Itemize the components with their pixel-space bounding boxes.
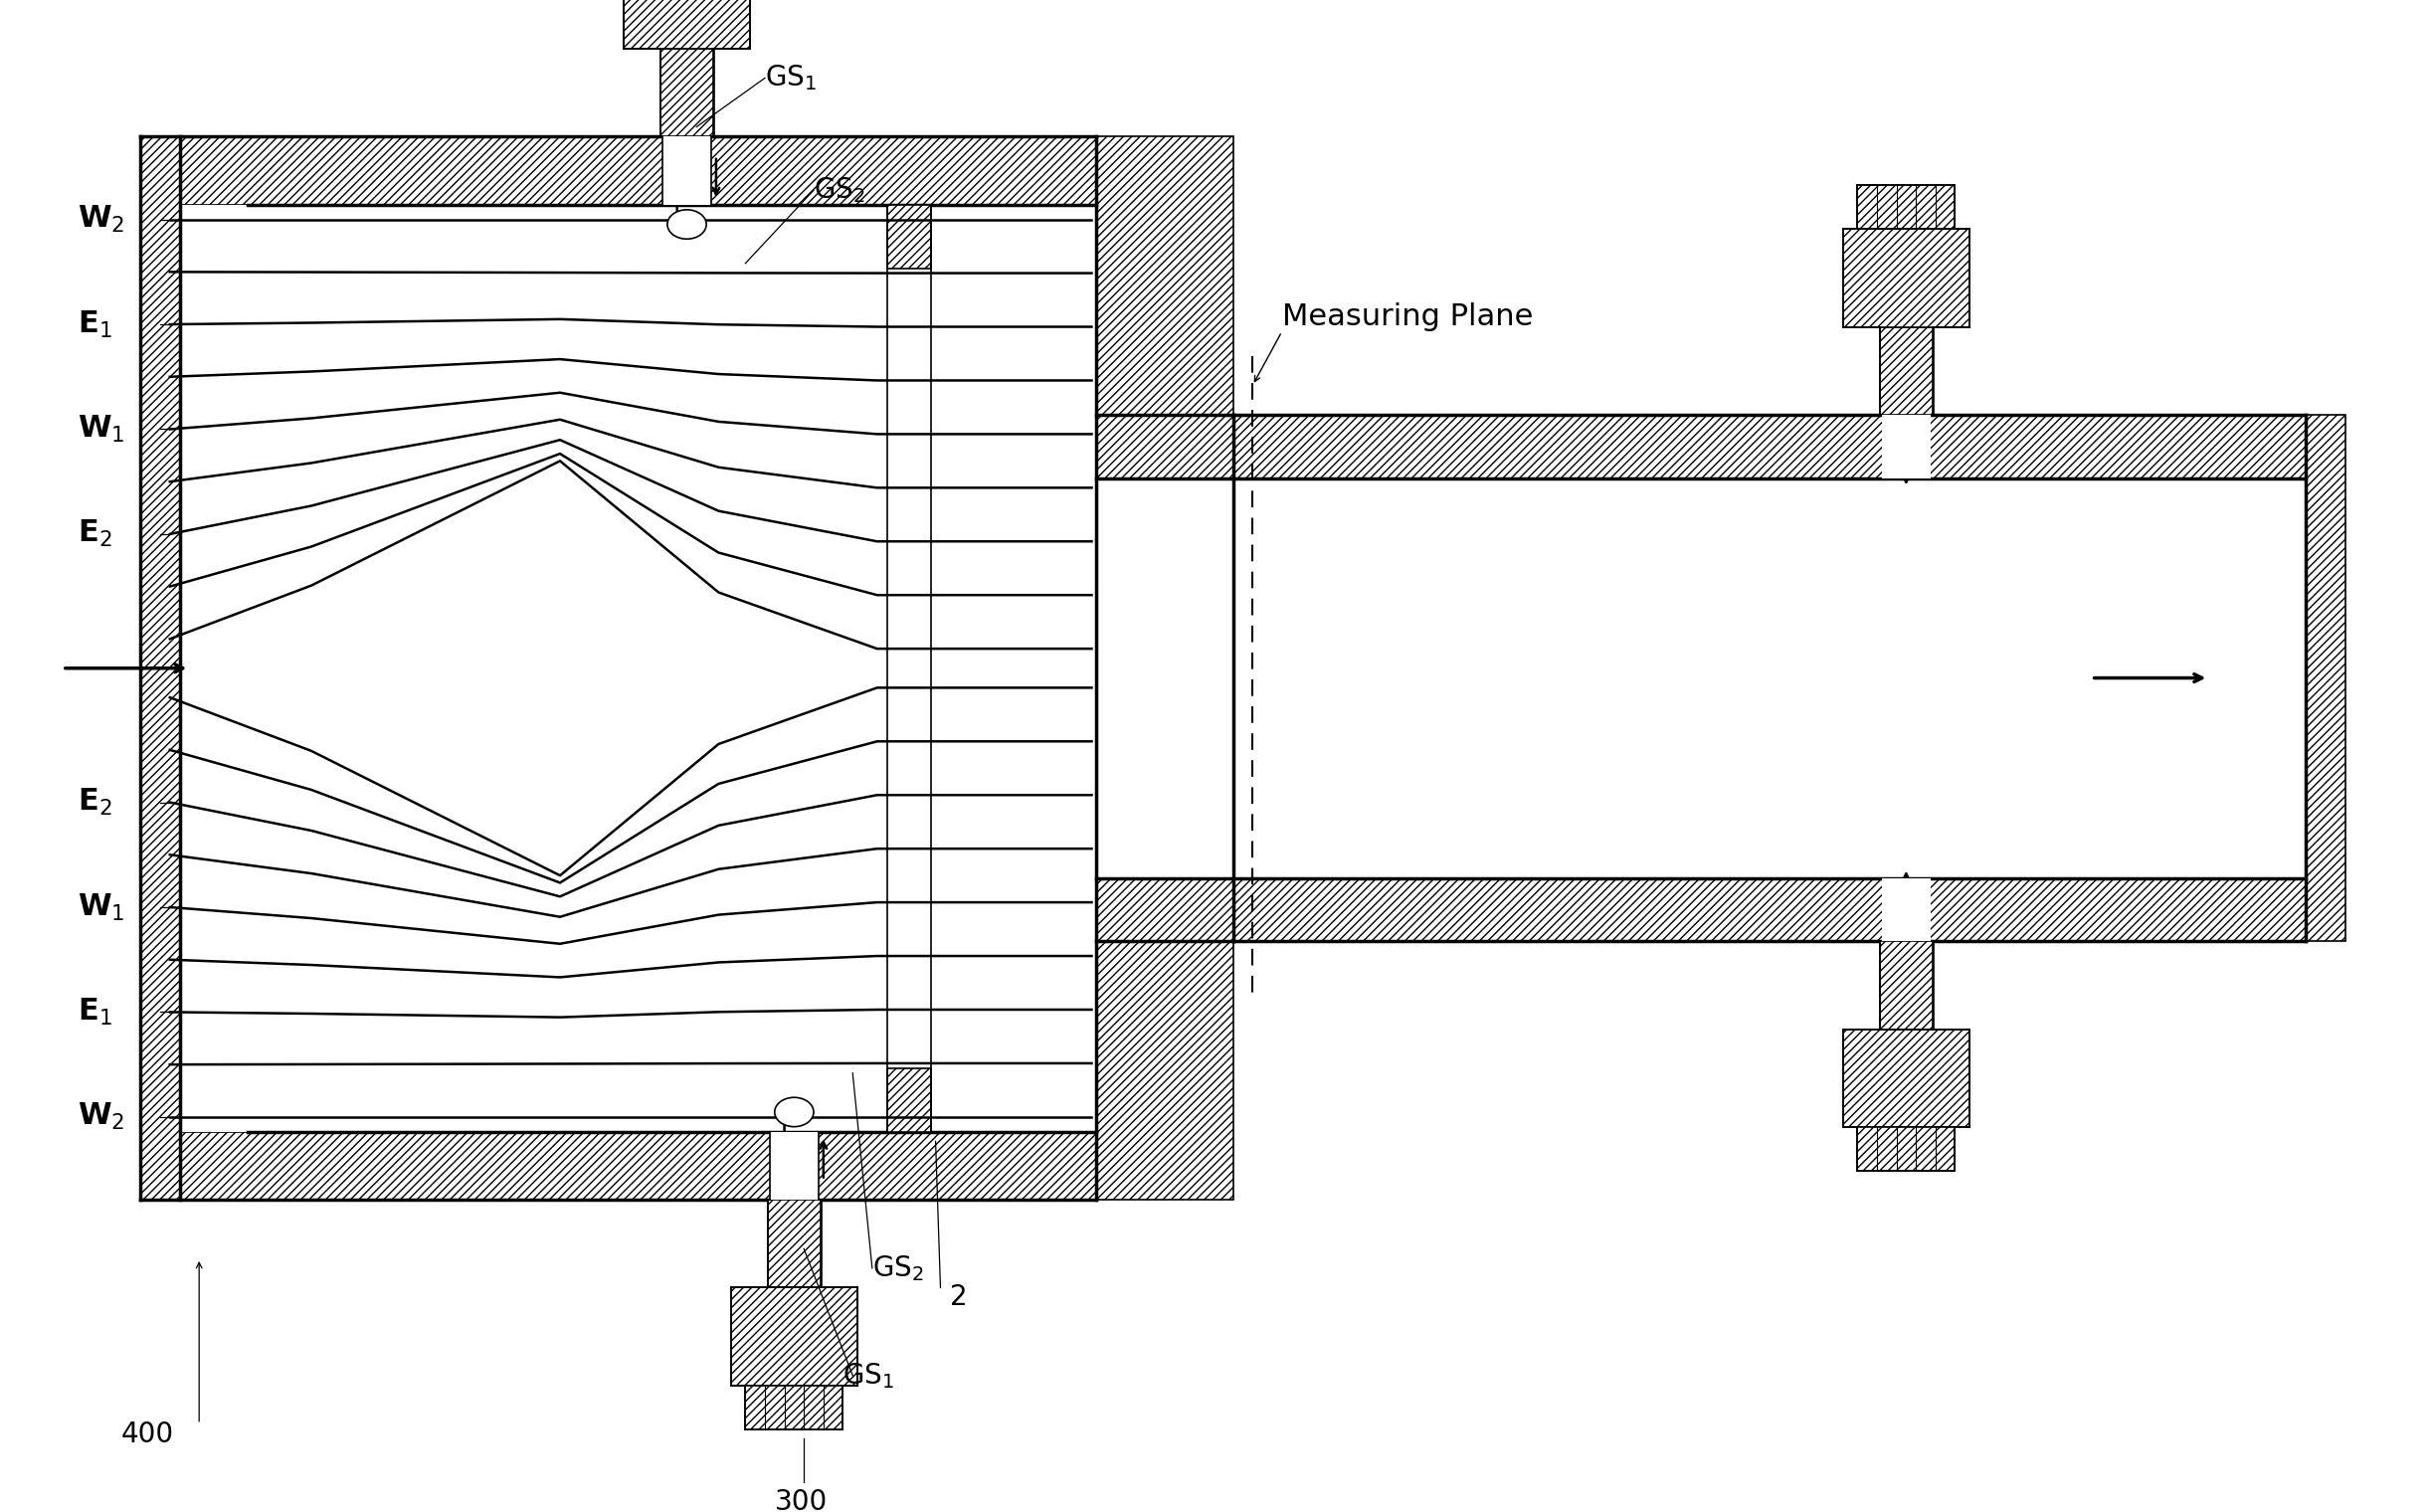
Bar	[1881, 327, 1934, 414]
Ellipse shape	[667, 210, 706, 239]
Text: 300: 300	[774, 1488, 827, 1512]
Text: 400: 400	[122, 1420, 173, 1448]
Text: E$_1$: E$_1$	[78, 308, 112, 340]
Bar	[1856, 186, 1954, 230]
Bar	[769, 1201, 822, 1288]
Bar	[744, 1385, 842, 1429]
Text: Measuring Plane: Measuring Plane	[1282, 302, 1533, 331]
Text: GS$_2$: GS$_2$	[813, 175, 866, 206]
Bar	[1842, 230, 1971, 327]
Bar	[141, 136, 180, 1201]
Text: E$_2$: E$_2$	[78, 519, 112, 549]
Text: W$_2$: W$_2$	[78, 1101, 124, 1132]
Bar	[2306, 414, 2345, 942]
Bar	[1234, 414, 2306, 478]
Ellipse shape	[774, 1098, 813, 1126]
Bar	[662, 136, 710, 204]
Text: GS$_1$: GS$_1$	[764, 64, 817, 92]
Text: W$_1$: W$_1$	[78, 892, 124, 922]
Bar	[1097, 136, 1234, 478]
Bar	[180, 1131, 1097, 1201]
Bar	[659, 48, 715, 136]
Text: GS$_1$: GS$_1$	[842, 1361, 895, 1390]
Bar	[1234, 478, 2306, 878]
Bar	[730, 1288, 856, 1385]
Bar	[886, 204, 932, 268]
Text: W$_2$: W$_2$	[78, 204, 124, 234]
Text: E$_2$: E$_2$	[78, 786, 112, 818]
Bar	[623, 0, 749, 48]
Bar	[180, 136, 1097, 204]
Bar	[1856, 1126, 1954, 1170]
Bar	[1881, 878, 1929, 942]
Bar	[180, 204, 1097, 1131]
Bar	[1881, 942, 1934, 1030]
Bar	[1097, 878, 1234, 1201]
Bar	[1842, 1030, 1971, 1126]
Text: W$_1$: W$_1$	[78, 414, 124, 445]
Bar	[1881, 414, 1929, 478]
Bar	[1234, 878, 2306, 942]
Text: 2: 2	[951, 1284, 968, 1311]
Bar	[886, 1067, 932, 1131]
Text: E$_1$: E$_1$	[78, 996, 112, 1028]
Bar	[769, 1131, 817, 1201]
Text: GS$_2$: GS$_2$	[871, 1253, 925, 1284]
